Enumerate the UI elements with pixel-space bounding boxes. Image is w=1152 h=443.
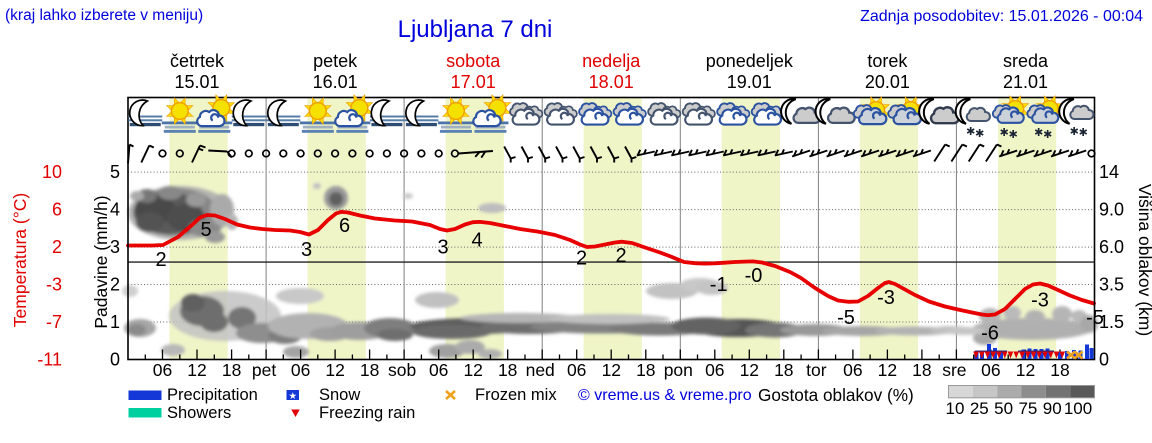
svg-text:18: 18 bbox=[774, 360, 793, 380]
svg-text:06: 06 bbox=[429, 360, 448, 380]
svg-text:-3: -3 bbox=[46, 275, 62, 295]
svg-text:10: 10 bbox=[946, 399, 965, 418]
svg-text:18: 18 bbox=[636, 360, 655, 380]
svg-text:četrtek: četrtek bbox=[170, 51, 225, 71]
svg-text:5: 5 bbox=[110, 162, 120, 182]
svg-text:2: 2 bbox=[110, 275, 120, 295]
svg-text:50: 50 bbox=[994, 399, 1013, 418]
svg-text:Višina oblakov (km): Višina oblakov (km) bbox=[1135, 184, 1152, 336]
svg-text:16.01: 16.01 bbox=[313, 72, 358, 92]
svg-text:sre: sre bbox=[942, 360, 966, 380]
svg-text:Freezing rain: Freezing rain bbox=[319, 404, 415, 422]
svg-text:6: 6 bbox=[339, 215, 350, 237]
svg-text:06: 06 bbox=[981, 360, 1000, 380]
svg-text:12: 12 bbox=[878, 360, 897, 380]
svg-text:1: 1 bbox=[110, 312, 120, 332]
svg-text:21.01: 21.01 bbox=[1003, 72, 1048, 92]
svg-text:(kraj lahko izberete v meniju): (kraj lahko izberete v meniju) bbox=[5, 7, 203, 24]
svg-text:-1: -1 bbox=[710, 274, 728, 296]
svg-text:petek: petek bbox=[313, 51, 358, 71]
svg-text:75: 75 bbox=[1018, 399, 1037, 418]
svg-text:3: 3 bbox=[110, 237, 120, 257]
svg-text:-5: -5 bbox=[837, 307, 855, 329]
svg-text:3.5: 3.5 bbox=[1099, 275, 1124, 295]
svg-text:-0: -0 bbox=[745, 265, 763, 287]
svg-text:Precipitation: Precipitation bbox=[167, 386, 258, 404]
svg-text:Padavine (mm/h): Padavine (mm/h) bbox=[91, 195, 111, 328]
svg-text:06: 06 bbox=[153, 360, 172, 380]
svg-text:20.01: 20.01 bbox=[865, 72, 910, 92]
svg-text:★: ★ bbox=[289, 391, 298, 402]
svg-text:© vreme.us & vreme.pro: © vreme.us & vreme.pro bbox=[578, 387, 752, 404]
svg-text:100: 100 bbox=[1064, 399, 1092, 418]
svg-text:sob: sob bbox=[388, 360, 416, 380]
svg-text:18.01: 18.01 bbox=[589, 72, 634, 92]
svg-text:-6: -6 bbox=[981, 323, 999, 345]
svg-text:-11: -11 bbox=[37, 350, 62, 370]
svg-text:06: 06 bbox=[291, 360, 310, 380]
svg-text:18: 18 bbox=[360, 360, 379, 380]
svg-text:14: 14 bbox=[1099, 162, 1119, 182]
svg-text:12: 12 bbox=[187, 360, 206, 380]
svg-text:0: 0 bbox=[1099, 350, 1109, 370]
svg-text:6: 6 bbox=[52, 200, 62, 220]
svg-text:2: 2 bbox=[52, 237, 62, 257]
svg-text:-3: -3 bbox=[877, 287, 895, 309]
svg-text:sobota: sobota bbox=[446, 51, 501, 71]
svg-text:torek: torek bbox=[867, 51, 908, 71]
svg-text:0: 0 bbox=[110, 350, 120, 370]
svg-text:12: 12 bbox=[463, 360, 482, 380]
svg-text:Ljubljana 7 dni: Ljubljana 7 dni bbox=[398, 16, 553, 43]
svg-text:-3: -3 bbox=[1031, 290, 1049, 312]
svg-text:1.5: 1.5 bbox=[1099, 312, 1124, 332]
svg-text:25: 25 bbox=[970, 399, 989, 418]
svg-text:Frozen mix: Frozen mix bbox=[475, 386, 557, 404]
svg-text:4: 4 bbox=[110, 200, 120, 220]
svg-text:9.0: 9.0 bbox=[1099, 200, 1124, 220]
svg-text:ned: ned bbox=[526, 360, 555, 380]
svg-text:12: 12 bbox=[602, 360, 621, 380]
svg-text:Snow: Snow bbox=[319, 386, 360, 404]
svg-text:06: 06 bbox=[567, 360, 586, 380]
svg-text:18: 18 bbox=[222, 360, 241, 380]
svg-text:2: 2 bbox=[576, 248, 587, 270]
svg-text:Zadnja posodobitev: 15.01.2026: Zadnja posodobitev: 15.01.2026 - 00:04 bbox=[860, 8, 1143, 25]
svg-text:3: 3 bbox=[437, 237, 448, 259]
svg-text:10: 10 bbox=[42, 162, 62, 182]
svg-text:2: 2 bbox=[615, 245, 626, 267]
svg-text:17.01: 17.01 bbox=[451, 72, 496, 92]
svg-text:18: 18 bbox=[498, 360, 517, 380]
svg-text:06: 06 bbox=[843, 360, 862, 380]
svg-text:19.01: 19.01 bbox=[727, 72, 772, 92]
svg-text:pon: pon bbox=[664, 360, 693, 380]
svg-text:12: 12 bbox=[325, 360, 344, 380]
svg-text:3: 3 bbox=[301, 239, 312, 261]
svg-text:sreda: sreda bbox=[1003, 51, 1049, 71]
svg-text:12: 12 bbox=[740, 360, 759, 380]
svg-text:nedelja: nedelja bbox=[582, 51, 641, 71]
svg-text:ponedeljek: ponedeljek bbox=[706, 51, 794, 71]
svg-text:5: 5 bbox=[200, 219, 211, 241]
svg-text:15.01: 15.01 bbox=[174, 72, 219, 92]
svg-text:tor: tor bbox=[806, 360, 827, 380]
svg-text:-7: -7 bbox=[46, 312, 62, 332]
svg-text:18: 18 bbox=[912, 360, 931, 380]
svg-text:Gostota oblakov (%): Gostota oblakov (%) bbox=[758, 385, 914, 405]
svg-text:6.0: 6.0 bbox=[1099, 237, 1124, 257]
svg-text:2: 2 bbox=[155, 249, 166, 271]
svg-text:Temperatura (°C): Temperatura (°C) bbox=[10, 193, 30, 327]
svg-text:18: 18 bbox=[1050, 360, 1069, 380]
svg-text:06: 06 bbox=[705, 360, 724, 380]
svg-text:90: 90 bbox=[1043, 399, 1062, 418]
svg-text:12: 12 bbox=[1016, 360, 1035, 380]
svg-text:Showers: Showers bbox=[167, 404, 231, 422]
svg-text:pet: pet bbox=[252, 360, 276, 380]
svg-text:4: 4 bbox=[471, 230, 482, 252]
